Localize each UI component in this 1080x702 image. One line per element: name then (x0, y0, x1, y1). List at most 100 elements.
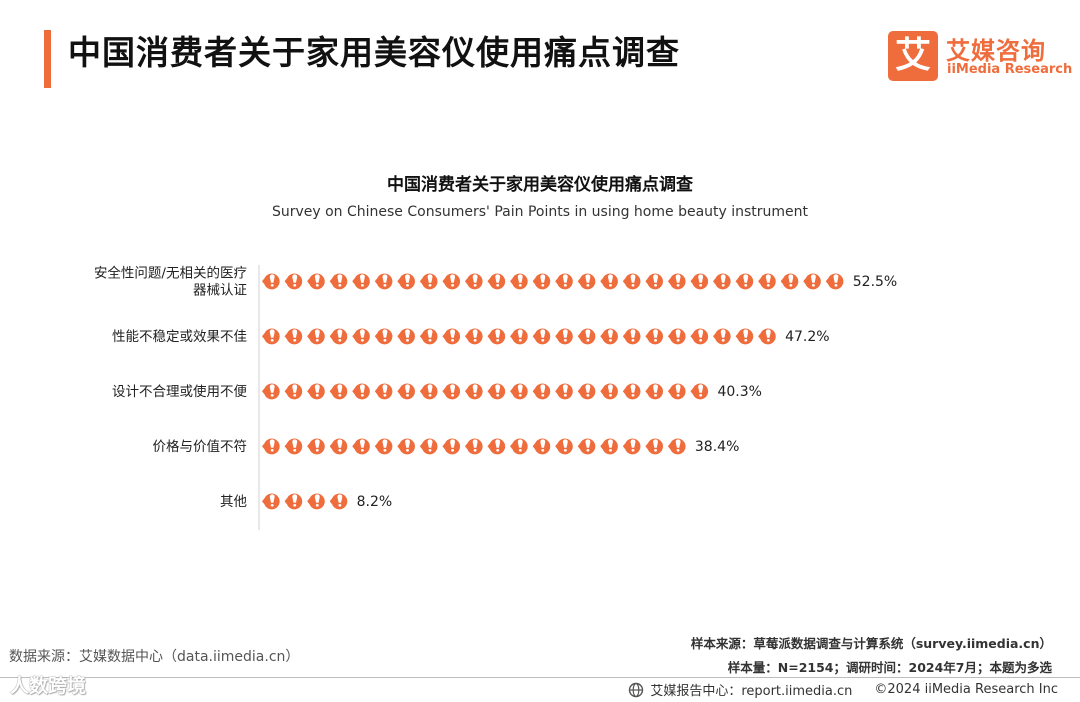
bubble-bar-icon (284, 438, 303, 455)
chart-subtitle: Survey on Chinese Consumers' Pain Points… (271, 204, 809, 220)
bubble-bar-icon (667, 383, 686, 400)
bubble-bar-icon (555, 438, 573, 455)
bubble-bar-icon (555, 328, 573, 345)
bubble-bar-icon (352, 273, 370, 290)
bubble-bar-icon (307, 383, 325, 400)
bar-row: 价格与价值不符 38.4% (153, 438, 739, 455)
bubble-bar-icon (690, 383, 709, 400)
bubble-bar-icon (442, 328, 461, 345)
bubble-bar-icon (464, 438, 483, 455)
bubble-bar-icon (645, 438, 664, 455)
bubble-bar-icon (374, 273, 393, 290)
logo-english-name: iiMedia Research (947, 62, 1073, 77)
bubble-bar-icon (419, 383, 438, 400)
bubble-bar-icon (667, 438, 686, 455)
bubble-bar-icon (329, 438, 348, 455)
bubble-bar-icon (262, 383, 280, 400)
bubble-bar-icon (758, 328, 776, 345)
globe-icon (629, 682, 644, 697)
bubble-bar-icon (577, 328, 596, 345)
bubble-bar-icon (352, 383, 370, 400)
bubble-bar-icon (510, 438, 528, 455)
bubble-bar-icon (622, 383, 641, 400)
bubble-bar-icon (600, 383, 618, 400)
bubble-bar-icon (487, 328, 506, 345)
bubble-bar-icon (532, 328, 551, 345)
bubble-bar-icon (262, 493, 280, 510)
bubble-bar-icon (825, 273, 844, 290)
page-title: 中国消费者关于家用美容仪使用痛点调查 (68, 33, 680, 72)
sample-size-note: 样本量：N=2154；调研时间：2024年7月；本题为多选 (727, 660, 1052, 675)
bubble-bar-icon (329, 383, 348, 400)
bubble-bar-icon (397, 438, 415, 455)
bubble-bar-icon (645, 328, 664, 345)
bubble-bar-icon (555, 383, 573, 400)
bubble-bar-icon (780, 273, 799, 290)
bubble-bar-icon (713, 273, 731, 290)
logo-mark-icon: 艾 (888, 31, 938, 81)
footer-bar: 艾媒报告中心：report.iimedia.cn ©2024 iiMedia R… (628, 680, 1058, 699)
bubble-bar-icon (419, 328, 438, 345)
bubble-bar-icon (577, 273, 596, 290)
bubble-bar-icon (262, 273, 280, 290)
bubble-bar-icon (419, 273, 438, 290)
bubble-bar-icon (262, 438, 280, 455)
bubble-bar-icon (622, 328, 641, 345)
value-label: 38.4% (695, 439, 739, 455)
bubble-bar-icon (464, 383, 483, 400)
bubble-bar-icon (532, 383, 551, 400)
bubble-bar-icon (622, 273, 641, 290)
value-label: 52.5% (853, 274, 897, 290)
bubble-bar-icon (735, 273, 754, 290)
bubble-bar-icon (352, 328, 370, 345)
bubble-bar-icon (645, 273, 664, 290)
bubble-bar-icon (374, 328, 393, 345)
bubble-bar-icon (329, 328, 348, 345)
bubble-bar-icon (803, 273, 821, 290)
bubble-bar-icon (329, 493, 348, 510)
sample-source-note: 样本来源：草莓派数据调查与计算系统（survey.iimedia.cn） (690, 636, 1052, 651)
bubble-bar-icon (442, 383, 461, 400)
bubble-bar-icon (690, 273, 709, 290)
category-label: 安全性问题/无相关的医疗 (94, 265, 247, 282)
report-center-link[interactable]: 艾媒报告中心：report.iimedia.cn (650, 684, 853, 699)
bubble-bar-icon (487, 383, 506, 400)
watermark-text: 人数跨境 (10, 675, 87, 697)
bubble-bar-icon (510, 328, 528, 345)
bubble-bar-icon (532, 438, 551, 455)
bubble-bar-icon (464, 273, 483, 290)
bubble-bar-icon (577, 383, 596, 400)
bubble-bar-icon (284, 383, 303, 400)
bubble-bar-icon (284, 328, 303, 345)
bubble-bar-icon (374, 383, 393, 400)
bubble-bar-icon (532, 273, 551, 290)
bubble-bar-icon (464, 328, 483, 345)
bubble-bar-icon (758, 273, 776, 290)
bubble-bar-icon (262, 328, 280, 345)
bubble-bar-icon (442, 438, 461, 455)
brand-logo: 艾 艾媒咨询 iiMedia Research (888, 31, 1072, 81)
category-label: 价格与价值不符 (153, 439, 248, 455)
bubble-bar-icon (397, 328, 415, 345)
bubble-bar-icon (690, 328, 709, 345)
bubble-bar-icon (600, 273, 618, 290)
bubble-bar-icon (735, 328, 754, 345)
bubble-bar-icon (397, 383, 415, 400)
logo-chinese-name: 艾媒咨询 (946, 37, 1046, 65)
value-label: 8.2% (357, 494, 393, 510)
value-label: 47.2% (785, 329, 829, 345)
bubble-bar-icon (307, 273, 325, 290)
category-label: 器械认证 (193, 283, 247, 299)
bar-row: 其他 8.2% (220, 493, 393, 510)
bubble-bar-icon (397, 273, 415, 290)
bubble-bar-icon (307, 493, 325, 510)
bubble-bar-icon (645, 383, 664, 400)
bubble-bar-icon (374, 438, 393, 455)
bubble-bar-icon (329, 273, 348, 290)
bubble-bar-icon (577, 438, 596, 455)
bubble-bar-icon (352, 438, 370, 455)
bubble-bar-icon (667, 328, 686, 345)
bar-row: 设计不合理或使用不便 40.3% (112, 383, 762, 400)
copyright-text: ©2024 iiMedia Research Inc (874, 682, 1058, 697)
